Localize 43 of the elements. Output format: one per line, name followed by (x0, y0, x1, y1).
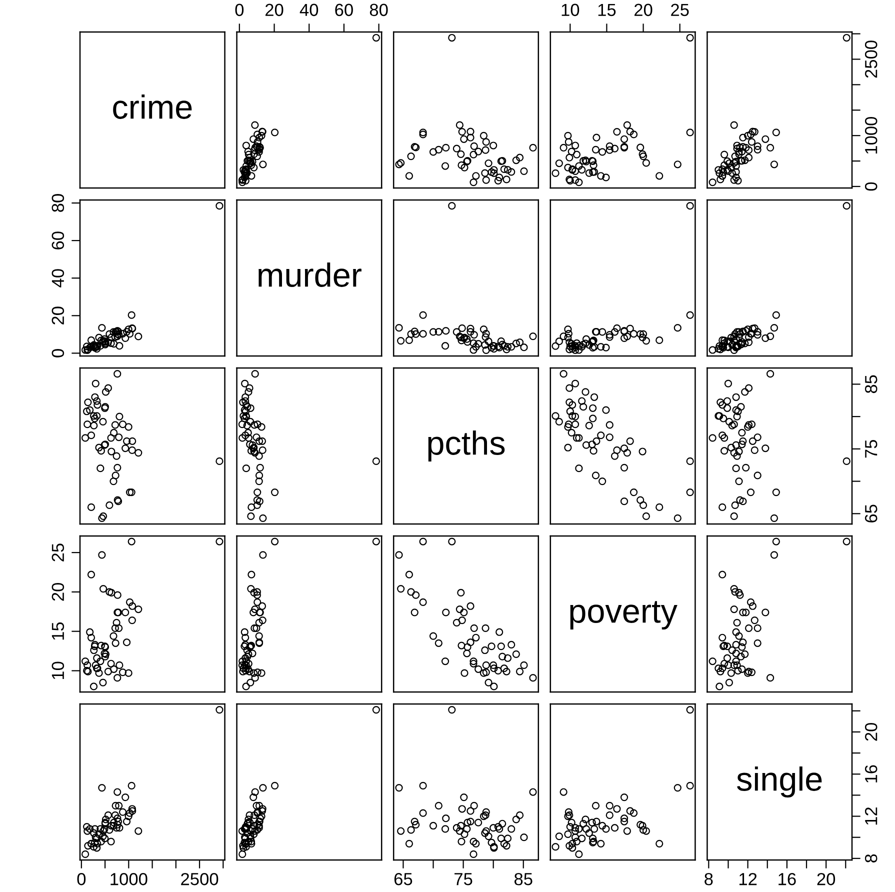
x-tick-label: 10 (562, 4, 580, 16)
x-tick-label: 15 (598, 4, 616, 16)
x-tick-label: 0 (77, 872, 86, 886)
y-tick-label: 80 (52, 194, 64, 212)
x-tick-label: 80 (370, 4, 388, 16)
annotation: single (736, 766, 822, 798)
y-tick-label: 0 (52, 349, 64, 358)
x-tick-label: 2500 (181, 872, 218, 886)
y-tick-label: 10 (52, 662, 64, 680)
y-tick-label: 85 (864, 375, 878, 394)
x-tick-label: 20 (265, 4, 284, 16)
y-tick-label: 20 (864, 722, 878, 741)
y-tick-label: 2500 (864, 40, 878, 78)
y-tick-label: 0 (864, 182, 878, 191)
y-tick-label: 20 (52, 306, 64, 324)
y-tick-label: 8 (864, 854, 878, 862)
y-tick-label: 40 (52, 269, 64, 288)
annotation: crime (113, 94, 192, 119)
x-tick-label: 85 (514, 872, 532, 886)
y-tick-label: 75 (865, 440, 878, 458)
y-tick-label: 25 (52, 544, 64, 562)
y-tick-label: 12 (864, 807, 878, 825)
y-tick-label: 65 (864, 504, 878, 522)
x-tick-label: 40 (300, 4, 318, 16)
y-tick-label: 60 (52, 232, 64, 250)
annotation: murder (258, 262, 362, 287)
x-tick-label: 12 (739, 872, 757, 886)
y-tick-label: 16 (864, 765, 878, 782)
x-tick-label: 60 (335, 4, 353, 16)
annotation: pcths (428, 430, 505, 462)
y-tick-label: 15 (52, 622, 64, 640)
x-tick-label: 1000 (110, 872, 148, 886)
x-tick-label: 8 (704, 872, 713, 886)
x-tick-label: 75 (454, 873, 472, 886)
y-tick-label: 20 (52, 582, 64, 601)
x-tick-label: 25 (671, 4, 689, 16)
annotation: poverty (570, 601, 678, 630)
x-tick-label: 65 (394, 872, 412, 886)
x-tick-label: 0 (235, 4, 244, 16)
y-tick-label: 1000 (864, 116, 878, 154)
x-tick-label: 20 (634, 4, 652, 16)
x-tick-label: 16 (778, 872, 796, 886)
x-tick-label: 20 (817, 872, 836, 886)
